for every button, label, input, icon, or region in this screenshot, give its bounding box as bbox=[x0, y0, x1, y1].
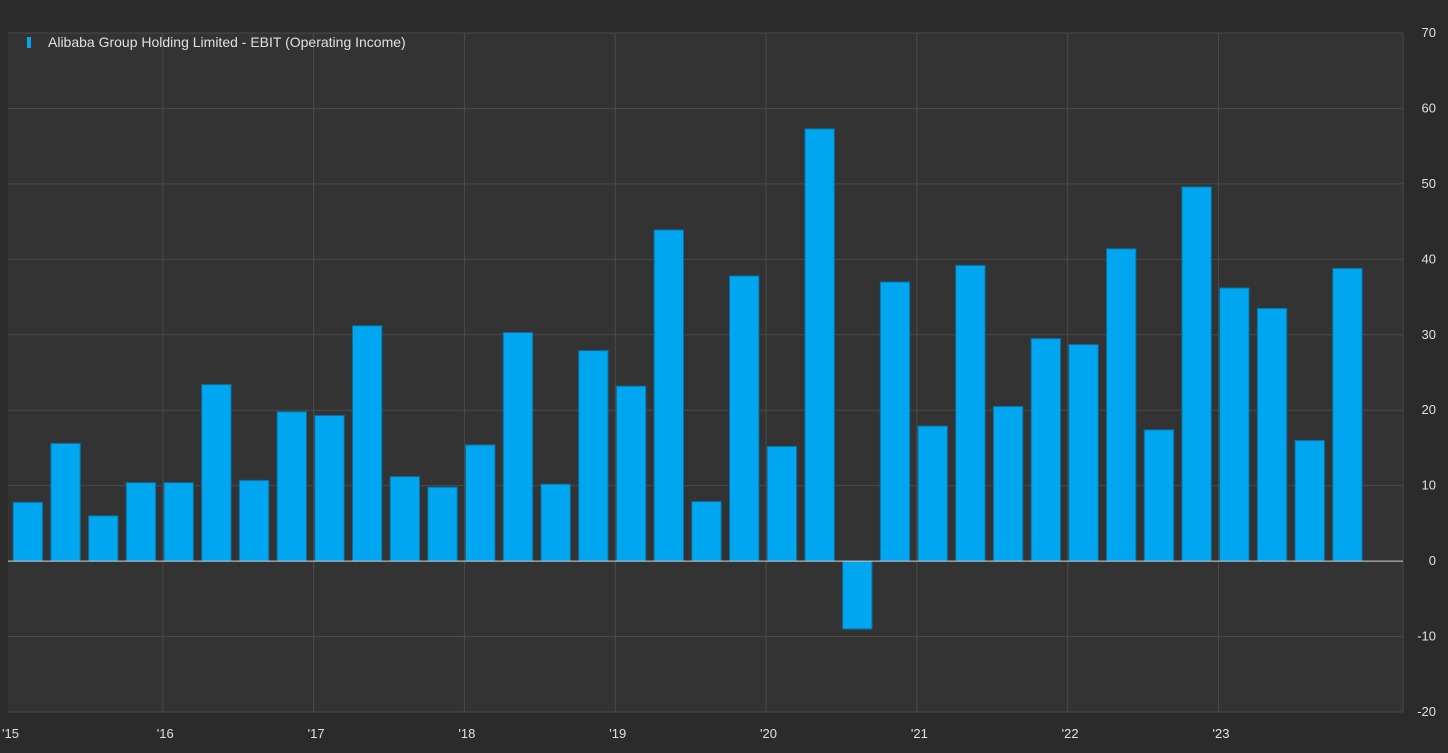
bar[interactable] bbox=[917, 425, 948, 562]
y-tick-label: 0 bbox=[1429, 553, 1436, 568]
bar[interactable] bbox=[314, 415, 345, 562]
y-tick-label: 40 bbox=[1422, 251, 1436, 266]
y-axis-ticks: 70 60 50 40 30 20 10 0 -10 -20 bbox=[1417, 25, 1436, 719]
legend-label: Alibaba Group Holding Limited - EBIT (Op… bbox=[48, 34, 406, 50]
bar[interactable] bbox=[50, 442, 81, 562]
bar[interactable] bbox=[1219, 287, 1250, 562]
y-tick-label: 60 bbox=[1422, 100, 1436, 115]
y-tick-label: 70 bbox=[1422, 25, 1436, 40]
y-tick-label: 30 bbox=[1422, 327, 1436, 342]
bar[interactable] bbox=[201, 384, 232, 562]
bar[interactable] bbox=[804, 128, 835, 562]
bar[interactable] bbox=[502, 332, 534, 562]
bar[interactable] bbox=[615, 385, 647, 562]
bar[interactable] bbox=[578, 350, 609, 562]
x-tick-label: '15 bbox=[2, 726, 19, 741]
legend[interactable]: Alibaba Group Holding Limited - EBIT (Op… bbox=[27, 34, 406, 50]
bar[interactable] bbox=[1143, 429, 1175, 562]
bar[interactable] bbox=[1332, 267, 1363, 562]
bar[interactable] bbox=[1106, 248, 1137, 562]
x-tick-label: '18 bbox=[458, 726, 475, 741]
bar[interactable] bbox=[238, 479, 270, 562]
bar[interactable] bbox=[992, 405, 1024, 562]
bar[interactable] bbox=[1068, 344, 1099, 562]
bar[interactable] bbox=[276, 411, 307, 562]
x-axis-ticks: '15 '16 '17 '18 '19 '20 '21 '22 '23 bbox=[2, 726, 1229, 741]
bar[interactable] bbox=[691, 501, 722, 562]
plot-area bbox=[8, 33, 1403, 712]
x-tick-label: '23 bbox=[1212, 726, 1229, 741]
bar[interactable] bbox=[427, 486, 458, 562]
bar[interactable] bbox=[653, 229, 685, 562]
bar[interactable] bbox=[842, 560, 873, 630]
bar[interactable] bbox=[389, 476, 421, 562]
bar[interactable] bbox=[766, 445, 798, 562]
x-tick-label: '21 bbox=[911, 726, 928, 741]
y-tick-label: 10 bbox=[1422, 478, 1436, 493]
bar[interactable] bbox=[351, 325, 383, 562]
bar[interactable] bbox=[955, 264, 986, 562]
x-tick-label: '17 bbox=[308, 726, 325, 741]
bar[interactable] bbox=[728, 275, 760, 562]
bar[interactable] bbox=[1181, 186, 1212, 562]
legend-swatch-icon bbox=[27, 37, 31, 48]
bar[interactable] bbox=[1294, 439, 1325, 562]
bar[interactable] bbox=[1256, 307, 1288, 562]
bar[interactable] bbox=[879, 281, 911, 562]
x-tick-label: '20 bbox=[760, 726, 777, 741]
x-tick-label: '19 bbox=[609, 726, 626, 741]
bar[interactable] bbox=[12, 501, 44, 562]
x-tick-label: '16 bbox=[157, 726, 174, 741]
bar[interactable] bbox=[88, 515, 119, 562]
bar[interactable] bbox=[163, 482, 194, 562]
bar[interactable] bbox=[1030, 338, 1062, 562]
x-tick-label: '22 bbox=[1062, 726, 1079, 741]
y-tick-label: 20 bbox=[1422, 402, 1436, 417]
y-tick-label: 50 bbox=[1422, 176, 1436, 191]
y-tick-label: -10 bbox=[1417, 629, 1436, 644]
y-tick-label: -20 bbox=[1417, 704, 1436, 719]
bar[interactable] bbox=[465, 444, 496, 562]
bar[interactable] bbox=[125, 482, 157, 562]
bar[interactable] bbox=[540, 483, 571, 562]
